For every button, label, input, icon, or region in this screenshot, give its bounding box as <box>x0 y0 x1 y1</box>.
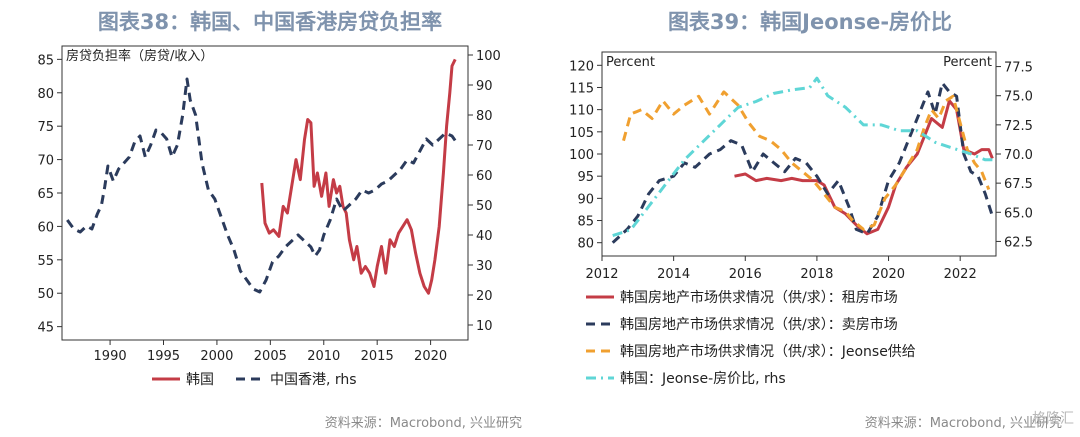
right-legend-label-2: 韩国房地产市场供求情况（供/求）：Jeonse供给 <box>620 343 916 360</box>
right-x-tick-label: 2022 <box>944 267 977 282</box>
left-chart-panel: 图表38：韩国、中国香港房贷负担率 1990 1995 2000 2005 2010 20… <box>37 10 522 431</box>
left-plot-frame <box>61 45 469 341</box>
right-x-tick-label: 2020 <box>872 267 905 282</box>
left-y-right-tick-label: 10 <box>476 319 493 334</box>
right-x-tick-label: 2014 <box>657 267 690 282</box>
right-legend-label-3: 韩国：Jeonse-房价比, rhs <box>620 371 786 387</box>
left-y-left-tick-label: 70 <box>37 154 54 169</box>
right-chart-title: 图表39：韩国Jeonse-房价比 <box>667 10 953 34</box>
right-chart-svg: 2012 2014 2016 2018 2020 2022 80 85 90 95 100 105 11… <box>569 51 1033 387</box>
left-y-left-tick-label: 85 <box>37 53 54 68</box>
right-legend-label-0: 韩国房地产市场供求情况（供/求）：租房市场 <box>620 289 898 306</box>
left-chart-svg: 1990 1995 2000 2005 2010 2015 2020455055606570… <box>37 45 501 388</box>
watermark-logo: 格隆汇 <box>1032 411 1074 427</box>
left-y-left-axis-label: 房贷负担率（房贷/收入） <box>66 48 213 64</box>
right-x-tick-label: 2012 <box>585 267 618 282</box>
left-y-left-tick-label: 80 <box>37 87 54 102</box>
left-series-line-1 <box>66 77 458 294</box>
left-chart-title: 图表38：韩国、中国香港房贷负担率 <box>97 10 443 34</box>
left-y-left-tick-label: 50 <box>37 287 54 302</box>
right-legend-label-1: 韩国房地产市场供求情况（供/求）：卖房市场 <box>620 316 898 333</box>
right-source-note: 资料来源：Macrobond, 兴业研究 <box>864 416 1062 431</box>
right-series-line-3 <box>612 76 993 238</box>
left-y-left-tick-label: 75 <box>37 120 54 135</box>
right-y-right-tick-label: 62.5 <box>1004 235 1033 250</box>
right-y-right-tick-label: 67.5 <box>1004 177 1033 192</box>
left-y-right-tick-label: 50 <box>476 199 493 214</box>
right-x-tick-label: 2016 <box>729 267 762 282</box>
left-y-left-tick-label: 65 <box>37 187 54 202</box>
right-y-left-tick-label: 80 <box>577 237 594 252</box>
left-y-right-tick-label: 60 <box>476 169 493 184</box>
right-y-right-axis-label: Percent <box>943 55 992 70</box>
right-y-left-tick-label: 95 <box>577 170 594 185</box>
left-source-note: 资料来源：Macrobond, 兴业研究 <box>324 416 522 431</box>
right-y-right-tick-label: 72.5 <box>1004 119 1033 134</box>
left-series-line-0 <box>260 58 457 295</box>
left-x-tick-label: 2010 <box>307 349 340 364</box>
right-y-left-tick-label: 120 <box>569 59 594 74</box>
left-y-right-tick-label: 90 <box>476 79 493 94</box>
right-y-left-axis-label: Percent <box>606 55 655 70</box>
left-y-left-tick-label: 60 <box>37 220 54 235</box>
right-y-right-tick-label: 75.0 <box>1004 90 1033 105</box>
left-y-left-tick-label: 45 <box>37 321 54 336</box>
left-x-tick-label: 2005 <box>254 349 287 364</box>
left-x-tick-label: 2020 <box>414 349 447 364</box>
left-y-right-tick-label: 40 <box>476 229 493 244</box>
left-y-right-tick-label: 70 <box>476 139 493 154</box>
left-y-right-tick-label: 80 <box>476 109 493 124</box>
right-series-line-1 <box>611 81 994 244</box>
left-legend-label-0: 韩国 <box>186 372 214 388</box>
right-x-tick-label: 2018 <box>800 267 833 282</box>
left-x-tick-label: 2000 <box>200 349 233 364</box>
left-y-left-tick-label: 55 <box>37 254 54 269</box>
left-y-right-tick-label: 30 <box>476 259 493 274</box>
left-x-tick-label: 2015 <box>361 349 394 364</box>
left-x-tick-label: 1990 <box>94 349 127 364</box>
left-x-tick-label: 1995 <box>147 349 180 364</box>
right-series-line-2 <box>622 90 991 231</box>
right-y-right-tick-label: 77.5 <box>1004 61 1033 76</box>
right-y-left-tick-label: 100 <box>569 148 594 163</box>
right-y-left-tick-label: 110 <box>569 104 594 119</box>
left-y-right-tick-label: 100 <box>476 49 501 64</box>
left-legend-label-1: 中国香港, rhs <box>270 372 357 388</box>
right-y-left-tick-label: 90 <box>577 192 594 207</box>
right-y-right-tick-label: 70.0 <box>1004 148 1033 163</box>
right-series-line-0 <box>734 99 994 236</box>
right-y-left-tick-label: 105 <box>569 126 594 141</box>
right-y-left-tick-label: 85 <box>577 215 594 230</box>
right-plot-frame <box>601 51 997 257</box>
left-y-right-tick-label: 20 <box>476 289 493 304</box>
right-chart-panel: 图表39：韩国Jeonse-房价比 2012 2014 2016 2018 2020 20… <box>540 0 1080 437</box>
right-y-right-tick-label: 65.0 <box>1004 206 1033 221</box>
right-y-left-tick-label: 115 <box>569 81 594 96</box>
